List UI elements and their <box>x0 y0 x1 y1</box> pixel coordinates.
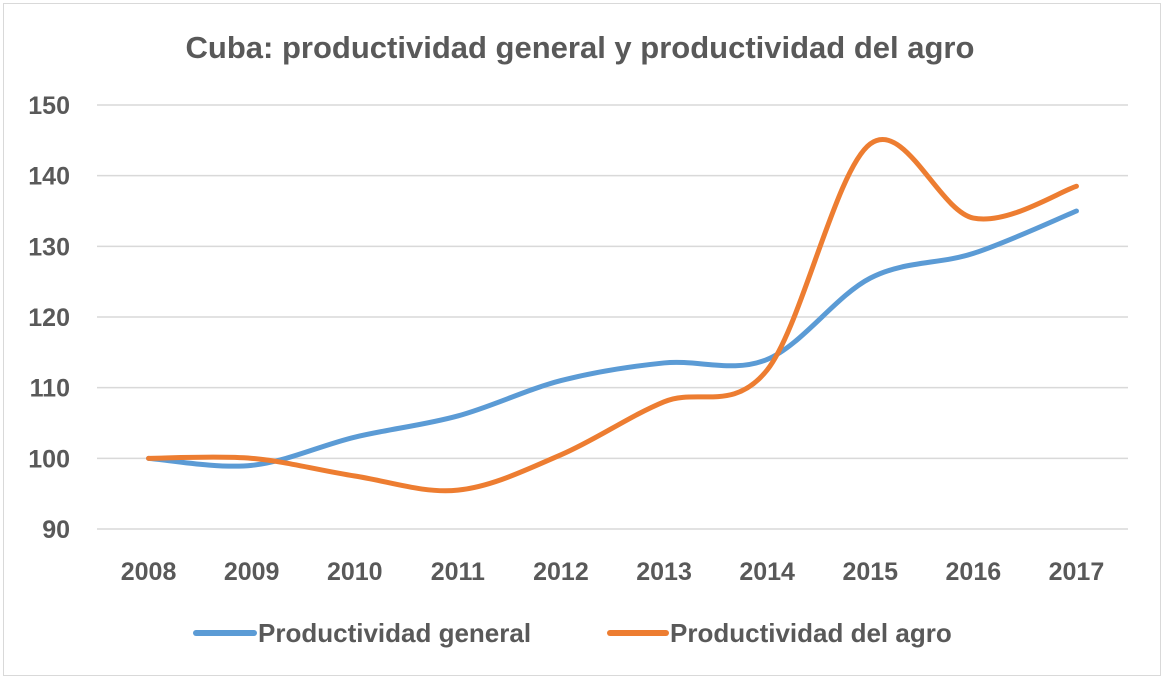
chart-frame <box>3 3 1161 676</box>
y-axis-ticks: 90 100 110 120 130 140 150 <box>28 92 70 544</box>
chart-title: Cuba: productividad general y productivi… <box>186 30 975 65</box>
x-tick-label: 2012 <box>533 558 589 586</box>
x-tick-label: 2013 <box>636 558 692 586</box>
x-tick-label: 2011 <box>431 558 485 586</box>
y-tick-label: 100 <box>28 445 70 473</box>
x-tick-label: 2017 <box>1049 558 1105 586</box>
x-axis-ticks: 2008 2009 2010 2011 2012 2013 2014 2015 2016 2017 <box>121 558 1105 586</box>
x-tick-label: 2015 <box>842 558 898 586</box>
series-lines <box>146 137 1079 494</box>
legend-label-agro: Productividad del agro <box>670 618 952 648</box>
y-tick-label: 140 <box>28 163 70 191</box>
series-line-general <box>146 208 1079 469</box>
x-tick-label: 2016 <box>946 558 1002 586</box>
x-tick-label: 2009 <box>224 558 280 586</box>
y-tick-label: 110 <box>30 375 70 403</box>
y-tick-label: 120 <box>28 304 70 332</box>
series-line-agro <box>146 137 1079 494</box>
y-tick-label: 90 <box>42 516 70 544</box>
legend-label-general: Productividad general <box>258 618 531 648</box>
x-tick-label: 2008 <box>121 558 177 586</box>
legend: Productividad general Productividad del … <box>193 618 952 648</box>
y-tick-label: 130 <box>28 233 70 261</box>
x-tick-label: 2010 <box>327 558 383 586</box>
x-tick-label: 2014 <box>739 558 795 586</box>
y-tick-label: 150 <box>28 92 70 120</box>
